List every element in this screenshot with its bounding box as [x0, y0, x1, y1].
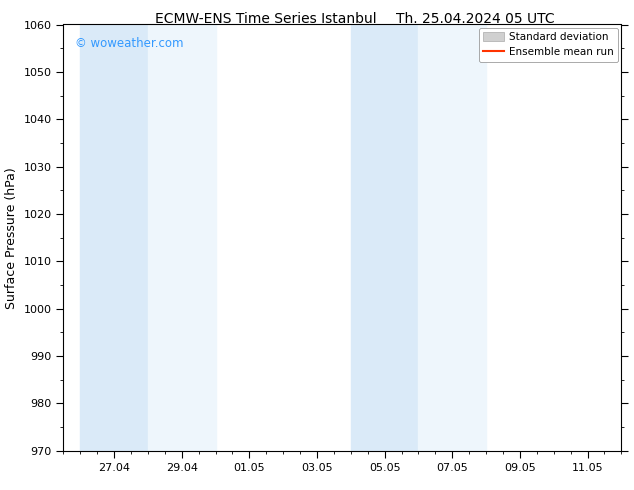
Bar — [351, 24, 418, 451]
Y-axis label: Surface Pressure (hPa): Surface Pressure (hPa) — [5, 167, 18, 309]
Text: © woweather.com: © woweather.com — [75, 37, 183, 50]
Text: Th. 25.04.2024 05 UTC: Th. 25.04.2024 05 UTC — [396, 12, 555, 26]
Bar — [148, 24, 216, 451]
Bar — [81, 24, 148, 451]
Legend: Standard deviation, Ensemble mean run: Standard deviation, Ensemble mean run — [479, 27, 618, 62]
Bar — [418, 24, 486, 451]
Text: ECMW-ENS Time Series Istanbul: ECMW-ENS Time Series Istanbul — [155, 12, 377, 26]
